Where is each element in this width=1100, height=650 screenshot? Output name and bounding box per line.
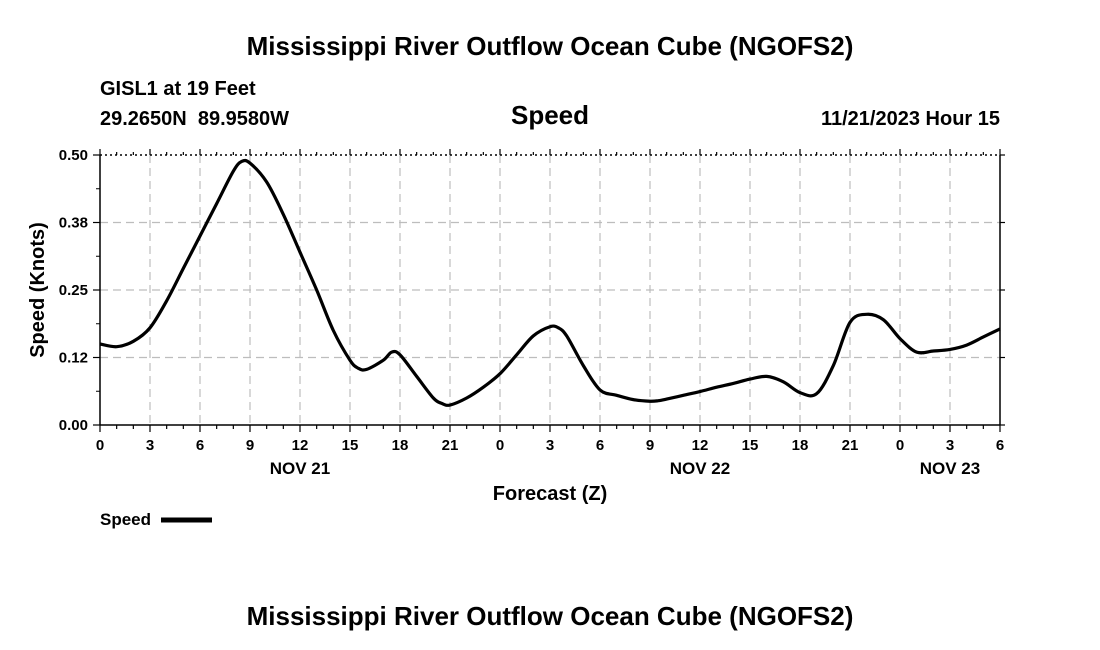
x-tick-label: 9 bbox=[646, 437, 654, 454]
x-tick-label: 3 bbox=[146, 437, 154, 454]
x-date-label: NOV 21 bbox=[270, 459, 330, 478]
x-tick-label: 9 bbox=[246, 437, 254, 454]
chart-title: Mississippi River Outflow Ocean Cube (NG… bbox=[247, 31, 854, 61]
x-tick-label: 3 bbox=[946, 437, 954, 454]
x-tick-label: 0 bbox=[896, 437, 904, 454]
x-tick-label: 6 bbox=[596, 437, 604, 454]
x-tick-label: 12 bbox=[292, 437, 309, 454]
x-tick-label: 6 bbox=[196, 437, 204, 454]
y-tick-label: 0.12 bbox=[59, 350, 88, 367]
location-label: 29.2650N 89.9580W bbox=[100, 108, 289, 130]
x-tick-label: 15 bbox=[742, 437, 759, 454]
speed-series-line bbox=[99, 158, 1001, 407]
y-tick-label: 0.38 bbox=[59, 215, 88, 232]
y-tick-label: 0.00 bbox=[59, 417, 88, 434]
x-tick-label: 0 bbox=[96, 437, 104, 454]
plot-area: 0 3 6 9 12 15 18 21 0 3 6 9 12 15 18 21 0 3 6 NOV 21 NOV 22 N… bbox=[59, 147, 1005, 478]
station-label: GISL1 at 19 Feet bbox=[100, 78, 256, 100]
x-tick-label: 18 bbox=[392, 437, 409, 454]
x-date-label: NOV 22 bbox=[670, 459, 730, 478]
x-tick-label: 3 bbox=[546, 437, 554, 454]
x-tick-label: 21 bbox=[442, 437, 459, 454]
y-tick-label: 0.50 bbox=[59, 147, 88, 164]
forecast-datetime: 11/21/2023 Hour 15 bbox=[821, 108, 1000, 130]
x-date-label: NOV 23 bbox=[920, 459, 980, 478]
x-tick-label: 21 bbox=[842, 437, 859, 454]
x-axis-label: Forecast (Z) bbox=[493, 483, 607, 505]
x-tick-label: 12 bbox=[692, 437, 709, 454]
chart-subtitle: Speed bbox=[511, 100, 589, 130]
x-tick-label: 6 bbox=[996, 437, 1004, 454]
y-axis-label: Speed (Knots) bbox=[27, 222, 49, 358]
x-tick-label: 15 bbox=[342, 437, 359, 454]
legend: Speed bbox=[100, 510, 212, 529]
legend-label: Speed bbox=[100, 510, 151, 529]
x-tick-label: 18 bbox=[792, 437, 809, 454]
x-tick-label: 0 bbox=[496, 437, 504, 454]
y-tick-label: 0.25 bbox=[59, 282, 88, 299]
footer-title: Mississippi River Outflow Ocean Cube (NG… bbox=[247, 601, 854, 631]
